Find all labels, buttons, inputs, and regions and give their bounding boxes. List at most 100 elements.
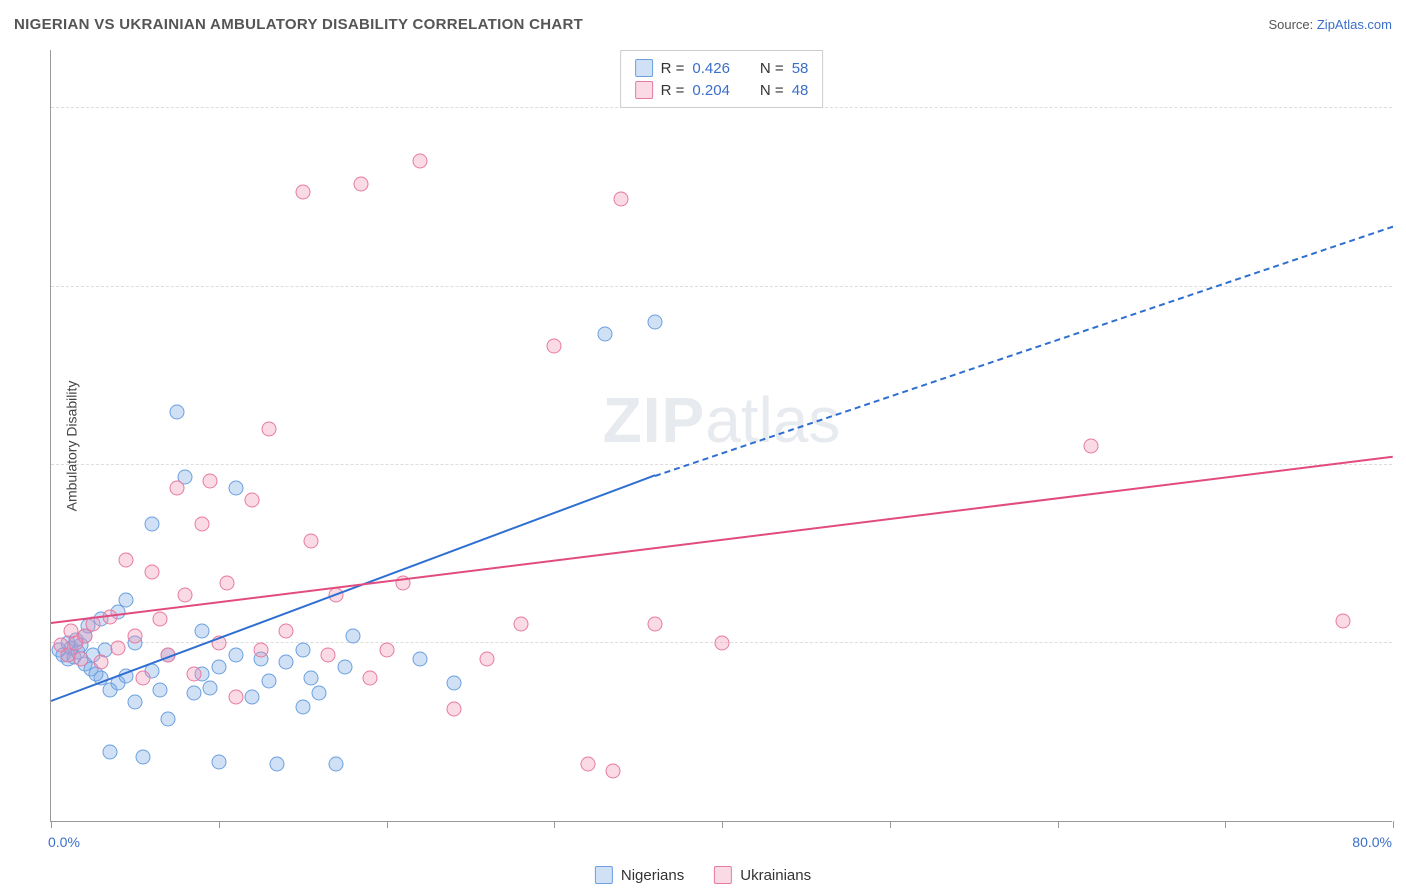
chart-area: Ambulatory Disability ZIPatlas R = 0.426… <box>0 40 1406 852</box>
trend-line <box>655 225 1394 476</box>
data-point <box>413 652 428 667</box>
data-point <box>228 481 243 496</box>
data-point <box>379 642 394 657</box>
data-point <box>614 191 629 206</box>
data-point <box>547 338 562 353</box>
data-point <box>127 695 142 710</box>
data-point <box>329 757 344 772</box>
data-point <box>362 671 377 686</box>
series-legend-item: Ukrainians <box>714 866 811 884</box>
x-tick <box>722 821 723 828</box>
data-point <box>446 702 461 717</box>
data-point <box>228 647 243 662</box>
data-point <box>161 711 176 726</box>
chart-title: NIGERIAN VS UKRAINIAN AMBULATORY DISABIL… <box>14 16 583 33</box>
legend-swatch <box>635 81 653 99</box>
data-point <box>262 422 277 437</box>
legend-r-label: R = <box>661 60 685 77</box>
data-point <box>597 327 612 342</box>
y-tick-label: 30.0% <box>1397 84 1406 100</box>
x-tick <box>1225 821 1226 828</box>
data-point <box>144 564 159 579</box>
data-point <box>304 671 319 686</box>
data-point <box>203 474 218 489</box>
legend-row: R = 0.426N = 58 <box>635 57 809 79</box>
legend-r-value: 0.204 <box>692 82 730 99</box>
data-point <box>480 652 495 667</box>
data-point <box>186 666 201 681</box>
data-point <box>270 757 285 772</box>
legend-n-label: N = <box>760 82 784 99</box>
x-tick <box>890 821 891 828</box>
data-point <box>102 745 117 760</box>
correlation-legend: R = 0.426N = 58R = 0.204N = 48 <box>620 50 824 108</box>
data-point <box>295 184 310 199</box>
series-legend-item: Nigerians <box>595 866 684 884</box>
x-axis-max-label: 80.0% <box>1352 834 1392 850</box>
data-point <box>220 576 235 591</box>
series-label: Nigerians <box>621 867 684 884</box>
data-point <box>262 673 277 688</box>
data-point <box>228 690 243 705</box>
gridline <box>51 464 1392 465</box>
y-tick-label: 15.0% <box>1397 441 1406 457</box>
data-point <box>211 754 226 769</box>
data-point <box>153 612 168 627</box>
gridline <box>51 286 1392 287</box>
data-point <box>211 659 226 674</box>
data-point <box>320 647 335 662</box>
data-point <box>647 315 662 330</box>
data-point <box>647 616 662 631</box>
data-point <box>337 659 352 674</box>
legend-r-label: R = <box>661 82 685 99</box>
data-point <box>278 623 293 638</box>
data-point <box>153 683 168 698</box>
data-point <box>513 616 528 631</box>
watermark: ZIPatlas <box>603 383 841 457</box>
x-axis-origin-label: 0.0% <box>48 834 80 850</box>
data-point <box>111 640 126 655</box>
data-point <box>186 685 201 700</box>
source-link[interactable]: ZipAtlas.com <box>1317 17 1392 32</box>
source-attribution: Source: ZipAtlas.com <box>1268 17 1392 32</box>
data-point <box>446 676 461 691</box>
legend-swatch <box>635 59 653 77</box>
x-tick <box>51 821 52 828</box>
y-tick-label: 22.5% <box>1397 263 1406 279</box>
legend-swatch <box>714 866 732 884</box>
data-point <box>245 493 260 508</box>
data-point <box>253 642 268 657</box>
x-tick <box>1393 821 1394 828</box>
data-point <box>345 628 360 643</box>
x-tick <box>554 821 555 828</box>
data-point <box>354 177 369 192</box>
plot-region: ZIPatlas R = 0.426N = 58R = 0.204N = 48 … <box>50 50 1392 822</box>
data-point <box>1084 438 1099 453</box>
data-point <box>295 699 310 714</box>
trend-line <box>51 475 656 703</box>
y-tick-label: 7.5% <box>1397 619 1406 635</box>
data-point <box>74 652 89 667</box>
data-point <box>127 628 142 643</box>
data-point <box>580 757 595 772</box>
data-point <box>203 680 218 695</box>
data-point <box>136 671 151 686</box>
data-point <box>136 749 151 764</box>
x-tick <box>219 821 220 828</box>
data-point <box>169 405 184 420</box>
legend-n-label: N = <box>760 60 784 77</box>
data-point <box>312 685 327 700</box>
legend-n-value: 48 <box>792 82 809 99</box>
data-point <box>295 642 310 657</box>
data-point <box>245 690 260 705</box>
data-point <box>304 533 319 548</box>
series-label: Ukrainians <box>740 867 811 884</box>
legend-swatch <box>595 866 613 884</box>
data-point <box>144 517 159 532</box>
source-prefix: Source: <box>1268 17 1316 32</box>
data-point <box>605 764 620 779</box>
data-point <box>119 593 134 608</box>
series-legend: Nigerians Ukrainians <box>595 866 811 884</box>
data-point <box>94 654 109 669</box>
legend-row: R = 0.204 N = 48 <box>635 79 809 101</box>
